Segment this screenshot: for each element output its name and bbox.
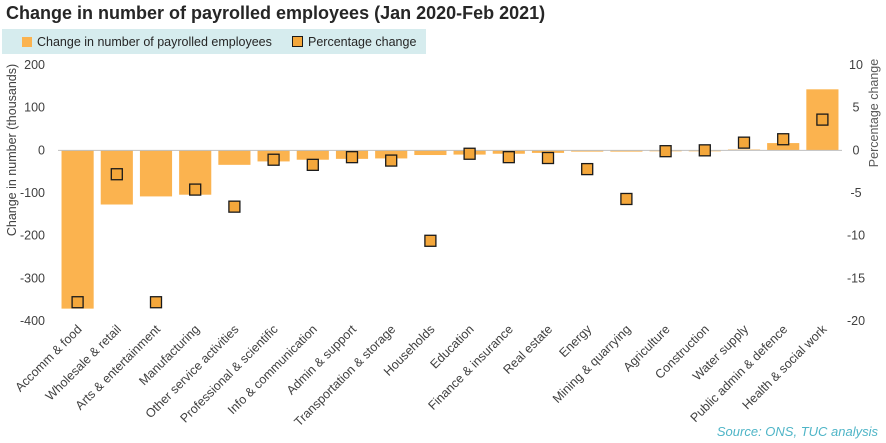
- percentage-marker: [424, 234, 437, 247]
- percentage-marker: [581, 162, 594, 176]
- y-tick-label: -300: [20, 271, 45, 285]
- legend-marker-swatch: [292, 36, 303, 47]
- x-tick-label: Accomm & food: [12, 322, 84, 394]
- percentage-marker: [698, 144, 711, 157]
- percentage-marker: [620, 192, 633, 206]
- percentage-marker: [306, 158, 319, 171]
- y2-tick-label: -5: [850, 186, 861, 200]
- percentage-marker: [149, 296, 163, 309]
- bar: [296, 150, 329, 160]
- legend-bar-swatch: [22, 36, 32, 47]
- y2-axis-ticks: 10 5 0 -5 -10 -15 -20: [847, 58, 865, 328]
- x-tick-label: Energy: [556, 322, 594, 360]
- legend-item-bars: Change in number of payrolled employees: [22, 29, 272, 54]
- percentage-marker: [463, 147, 476, 160]
- legend-item-markers: Percentage change: [292, 29, 416, 54]
- y2-axis-label: Percentage change: [867, 59, 881, 167]
- percentage-marker: [816, 113, 829, 126]
- x-tick-label: Admin & support: [284, 322, 360, 398]
- percentage-marker: [737, 136, 751, 149]
- y2-tick-label: 10: [849, 58, 863, 72]
- bar: [767, 143, 800, 151]
- bar: [375, 150, 408, 159]
- percentage-marker: [541, 151, 555, 165]
- y2-tick-label: 5: [853, 101, 860, 115]
- percentage-marker: [189, 183, 202, 196]
- bar: [610, 150, 643, 152]
- percentage-marker: [228, 200, 241, 213]
- y-axis-ticks: 200 100 0 -100 -200 -300 -400: [20, 58, 45, 328]
- percentage-marker: [71, 296, 84, 309]
- y-tick-label: -100: [20, 186, 45, 200]
- percentage-marker: [659, 145, 672, 158]
- y2-tick-label: -20: [847, 314, 865, 328]
- chart-title: Change in number of payrolled employees …: [6, 3, 546, 23]
- percentage-marker: [345, 151, 359, 164]
- legend-label-markers: Percentage change: [308, 34, 417, 49]
- markers-layer: [71, 113, 829, 309]
- y2-tick-label: -15: [847, 271, 865, 285]
- bar: [414, 150, 447, 156]
- bar: [531, 150, 565, 153]
- source-note: Source: ONS, TUC analysis: [716, 424, 878, 439]
- y2-tick-label: 0: [853, 143, 860, 157]
- y-tick-label: 0: [38, 143, 45, 157]
- legend: Change in number of payrolled employees …: [2, 29, 426, 54]
- y-tick-label: 200: [24, 58, 45, 72]
- percentage-marker: [385, 154, 398, 167]
- bars-layer: [61, 89, 839, 309]
- y-tick-label: 100: [24, 101, 45, 115]
- percentage-marker: [502, 151, 515, 164]
- y-axis-label: Change in number (thousands): [5, 64, 19, 236]
- percentage-marker: [777, 133, 790, 146]
- bar: [218, 150, 251, 165]
- bar: [571, 150, 604, 152]
- legend-label-bars: Change in number of payrolled employees: [37, 34, 272, 49]
- y-tick-label: -400: [20, 314, 45, 328]
- bar: [61, 150, 94, 309]
- bar: [139, 150, 173, 197]
- y-tick-label: -200: [20, 229, 45, 243]
- percentage-marker: [110, 168, 123, 181]
- percentage-marker: [267, 153, 280, 166]
- y2-tick-label: -10: [847, 229, 865, 243]
